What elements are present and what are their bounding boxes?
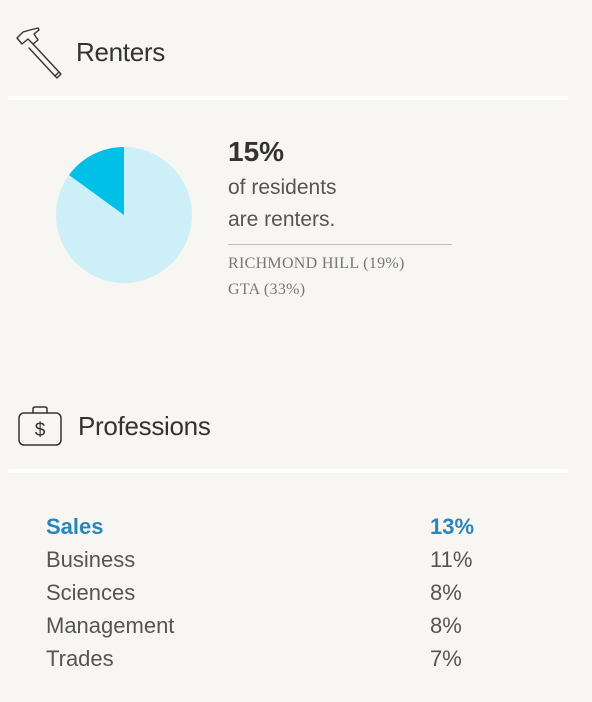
profession-row: Trades 7%	[46, 642, 486, 675]
profession-label: Trades	[46, 645, 114, 671]
renters-divider	[8, 96, 568, 100]
profession-label: Sales	[46, 513, 104, 539]
briefcase-dollar-icon: $	[16, 404, 64, 448]
renters-desc-line1: of residents	[228, 176, 337, 199]
stat-rule	[228, 244, 452, 245]
renters-title: Renters	[76, 36, 165, 67]
profession-label: Management	[46, 612, 175, 638]
profession-row: Sciences 8%	[46, 576, 486, 609]
renters-pie-chart	[56, 147, 192, 283]
renters-desc-line2: are renters.	[228, 208, 336, 231]
pie-slice-renters	[68, 147, 124, 215]
professions-title: Professions	[78, 410, 211, 441]
profession-label: Business	[46, 546, 136, 572]
profession-value: 13%	[430, 513, 475, 539]
hammer-icon	[14, 24, 66, 80]
svg-text:$: $	[35, 420, 46, 441]
renters-percentage: 15%	[228, 136, 285, 167]
renters-header: Renters	[14, 24, 165, 80]
profession-row: Management 8%	[46, 609, 486, 642]
profession-label: Sciences	[46, 579, 136, 605]
professions-divider	[8, 469, 568, 473]
professions-header: $ Professions	[14, 404, 211, 448]
renters-stat-block: 15% of residents are renters. RICHMOND H…	[228, 136, 458, 303]
profession-value: 7%	[430, 645, 462, 671]
compare-gta: GTA (33%)	[228, 281, 306, 298]
profession-row: Sales 13%	[46, 510, 486, 543]
professions-table: Sales 13% Business 11% Sciences 8% Manag…	[46, 510, 486, 675]
profession-row: Business 11%	[46, 543, 486, 576]
profession-value: 8%	[430, 612, 462, 638]
compare-richmond-hill: RICHMOND HILL (19%)	[228, 255, 405, 272]
profession-value: 8%	[430, 579, 462, 605]
profession-value: 11%	[430, 546, 473, 572]
